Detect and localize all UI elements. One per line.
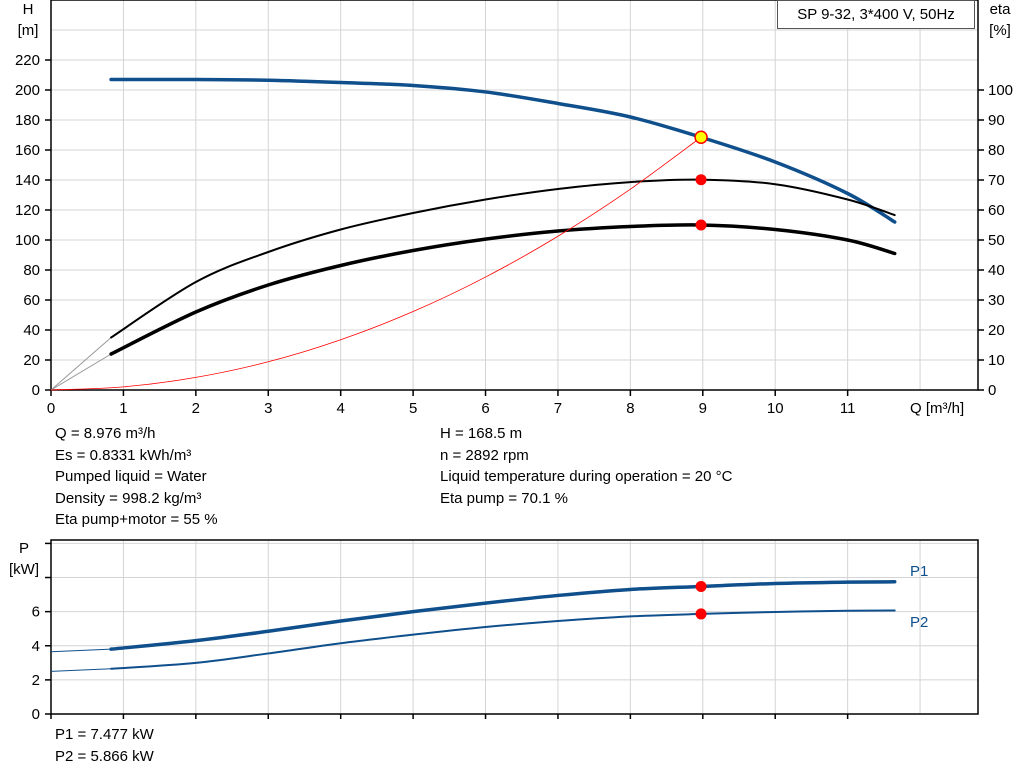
y-tick-label: 140 xyxy=(15,172,40,189)
info-specific-energy: Es = 0.8331 kWh/m³ xyxy=(55,446,192,464)
x-tick-label: 5 xyxy=(409,400,417,417)
curve-extension-eta_total xyxy=(50,353,112,391)
curve-P2 xyxy=(110,609,896,670)
info-liquid: Pumped liquid = Water xyxy=(55,468,207,485)
power-y-axis-unit: [kW] xyxy=(9,561,39,578)
info-left: Q = 8.976 m³/h Es = 0.8331 kWh/m³ Pumped… xyxy=(55,423,218,531)
x-tick-label: 10 xyxy=(767,400,784,417)
info-density: Density = 998.2 kg/m³ xyxy=(55,489,202,507)
legend-P1: P1 xyxy=(910,563,928,580)
plot-frame xyxy=(50,0,979,391)
power-y-tick-label: 0 xyxy=(32,706,40,723)
y-tick-label: 80 xyxy=(23,262,40,279)
info-temperature: Liquid temperature during operation = 20… xyxy=(440,468,733,485)
y2-axis-label: eta xyxy=(990,1,1012,18)
x-tick-label: 6 xyxy=(481,400,489,417)
y2-axis-unit: [%] xyxy=(989,22,1011,39)
eta-pump-point xyxy=(695,174,707,186)
curve-extension-P1 xyxy=(50,648,112,653)
y2-tick-label: 50 xyxy=(988,232,1005,249)
curve-H xyxy=(109,77,897,224)
info-head: H = 168.5 m xyxy=(440,425,523,442)
curve-extension-P2 xyxy=(50,668,112,672)
y2-tick-label: 0 xyxy=(988,382,996,399)
power-plot-frame xyxy=(50,539,979,715)
x-tick-label: 1 xyxy=(119,400,127,417)
y2-tick-label: 20 xyxy=(988,322,1005,339)
curve-system xyxy=(50,136,702,391)
y2-tick-label: 10 xyxy=(988,352,1005,369)
info-eta-pump: Eta pump = 70.1 % xyxy=(440,489,568,507)
curve-eta_total xyxy=(109,223,897,356)
info-right: H = 168.5 m n = 2892 rpm Liquid temperat… xyxy=(440,423,732,509)
x-tick-label: 7 xyxy=(554,400,562,417)
y2-tick-label: 70 xyxy=(988,172,1005,189)
info-eta-total: Eta pump+motor = 55 % xyxy=(55,511,218,528)
power-y-tick-label: 6 xyxy=(32,604,40,621)
power-info: P1 = 7.477 kW P2 = 5.866 kW xyxy=(55,724,154,767)
y-tick-label: 200 xyxy=(15,82,40,99)
x-tick-label: 4 xyxy=(337,400,345,417)
curve-eta_pump xyxy=(110,178,896,339)
y-tick-label: 0 xyxy=(32,382,40,399)
y-axis-unit: [m] xyxy=(18,22,39,39)
eta-total-point xyxy=(695,219,707,231)
curve-extension-eta_pump xyxy=(50,337,112,391)
x-tick-label: 3 xyxy=(264,400,272,417)
info-flow: Q = 8.976 m³/h xyxy=(55,425,156,442)
power-y-axis-label: P xyxy=(19,540,29,557)
y-tick-label: 20 xyxy=(23,352,40,369)
y-tick-label: 40 xyxy=(23,322,40,339)
y-tick-label: 180 xyxy=(15,112,40,129)
y-tick-label: 100 xyxy=(15,232,40,249)
y-tick-label: 220 xyxy=(15,52,40,69)
x-tick-label: 2 xyxy=(192,400,200,417)
y2-tick-label: 40 xyxy=(988,262,1005,279)
x-tick-label: 0 xyxy=(47,400,55,417)
info-p1: P1 = 7.477 kW xyxy=(55,726,154,743)
power-y-tick-label: 4 xyxy=(32,638,40,655)
duty-point-marker xyxy=(694,130,708,144)
y-axis-label: H xyxy=(23,1,34,18)
x-tick-label: 11 xyxy=(840,400,856,417)
info-speed: n = 2892 rpm xyxy=(440,446,529,464)
y-tick-label: 120 xyxy=(15,202,40,219)
y-tick-label: 60 xyxy=(23,292,40,309)
x-tick-label: 8 xyxy=(626,400,634,417)
y2-tick-label: 30 xyxy=(988,292,1005,309)
y-tick-label: 160 xyxy=(15,142,40,159)
y2-tick-label: 100 xyxy=(988,82,1013,99)
info-p2: P2 = 5.866 kW xyxy=(55,747,154,765)
power-y-tick-label: 2 xyxy=(32,672,40,689)
y2-tick-label: 90 xyxy=(988,112,1005,129)
y2-tick-label: 80 xyxy=(988,142,1005,159)
y2-tick-label: 60 xyxy=(988,202,1005,219)
power-point-P1 xyxy=(695,580,707,592)
x-tick-label: 9 xyxy=(699,400,707,417)
pump-title-box: SP 9-32, 3*400 V, 50Hz xyxy=(777,0,975,29)
power-point-P2 xyxy=(695,608,707,620)
curve-P1 xyxy=(109,580,897,651)
x-axis-label: Q [m³/h] xyxy=(910,400,964,417)
legend-P2: P2 xyxy=(910,614,928,631)
